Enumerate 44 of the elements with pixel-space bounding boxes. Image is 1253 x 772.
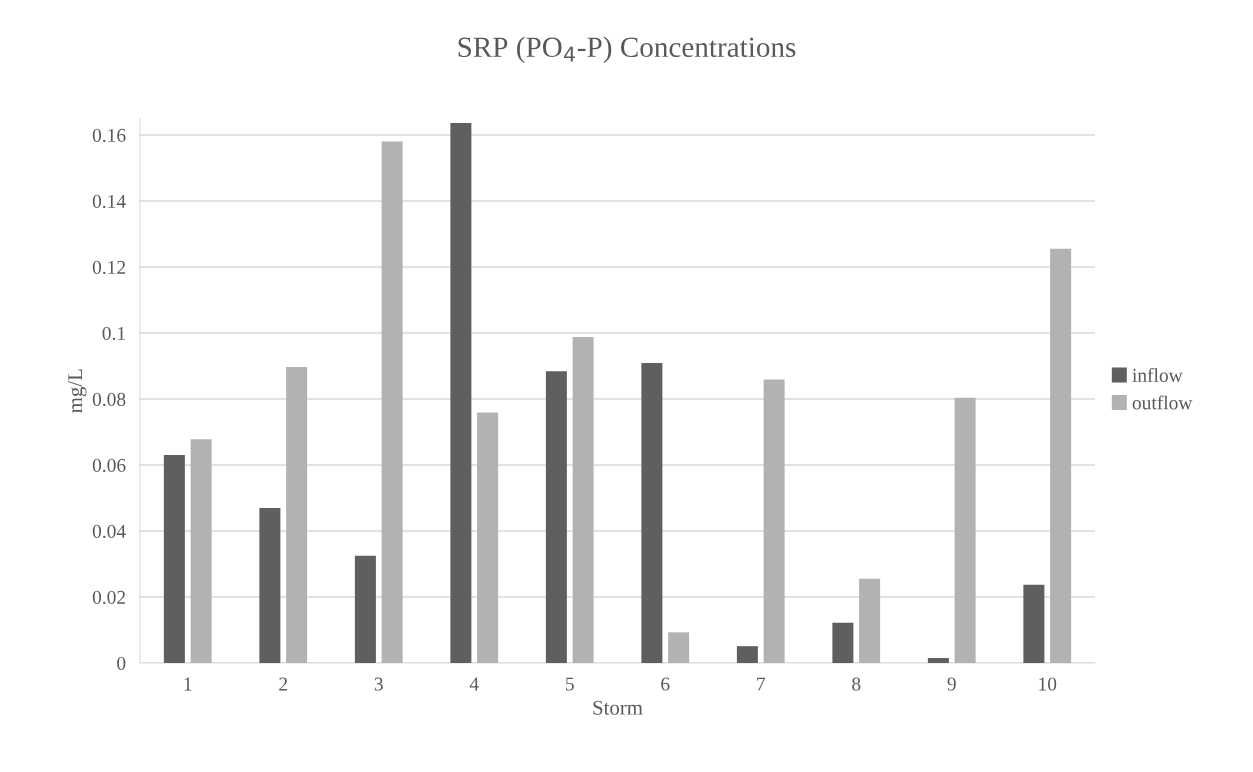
bar: [572, 336, 594, 663]
y-axis-title: mg/L: [68, 369, 87, 413]
bar: [450, 123, 472, 663]
bar: [832, 622, 854, 663]
bar: [954, 397, 976, 663]
bar: [286, 366, 308, 663]
y-tick-label: 0.1: [102, 326, 125, 341]
bar: [641, 363, 663, 663]
x-tick-label: 9: [947, 677, 956, 691]
legend-label: outflow: [1132, 395, 1193, 410]
x-tick-label: 1: [184, 677, 192, 691]
bar: [736, 646, 758, 663]
bar: [381, 141, 403, 663]
y-tick-label: 0.12: [92, 260, 126, 275]
bar: [545, 371, 567, 663]
x-axis-title: Storm: [593, 700, 643, 715]
y-tick-label: 0.14: [92, 194, 126, 209]
bar: [190, 439, 212, 663]
x-tick-label: 2: [279, 677, 288, 691]
y-tick-label: 0.08: [92, 392, 126, 407]
bar: [1023, 584, 1045, 663]
legend-label: inflow: [1132, 368, 1183, 382]
y-tick-label: 0: [117, 656, 126, 670]
bar: [859, 578, 881, 663]
x-tick-label: 10: [1039, 677, 1057, 691]
chart-title: SRP (PO$_{4}$-P) Concentrations: [458, 36, 796, 64]
bar: [259, 507, 281, 663]
y-tick-label: 0.16: [92, 128, 126, 143]
bar: [354, 555, 376, 663]
x-tick-label: 5: [566, 677, 574, 691]
y-tick-label: 0.04: [92, 524, 126, 539]
bar: [927, 658, 949, 663]
x-tick-label: 8: [852, 677, 861, 691]
bar: [163, 455, 185, 663]
bar: [477, 412, 499, 663]
bar: [1050, 248, 1072, 663]
bar: [668, 632, 690, 663]
x-tick-label: 4: [469, 677, 479, 691]
y-tick-label: 0.02: [92, 590, 126, 605]
y-tick-label: 0.06: [92, 458, 126, 473]
x-tick-label: 6: [661, 677, 670, 691]
x-tick-label: 3: [374, 677, 383, 691]
x-tick-label: 7: [757, 677, 766, 691]
bar: [763, 379, 785, 663]
